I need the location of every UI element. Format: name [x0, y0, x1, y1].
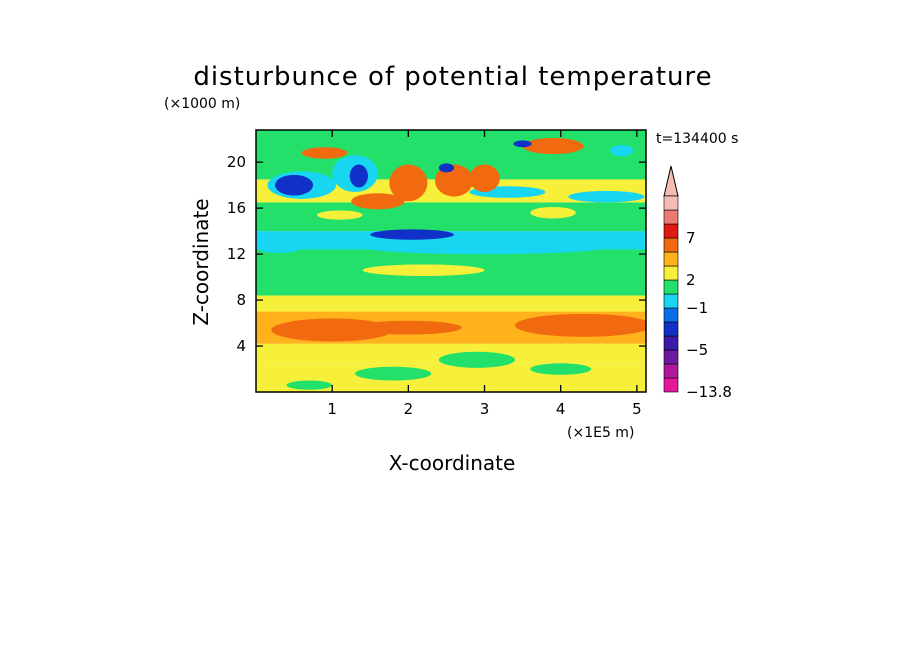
x-tick-label-0: 1 [327, 400, 337, 418]
contour-band-3 [256, 295, 646, 312]
contour-feature-0 [362, 240, 607, 255]
colorbar-swatch-1 [663, 363, 679, 379]
colorbar-swatch-9 [663, 251, 679, 267]
x-tick-label-2: 3 [480, 400, 490, 418]
contour-feature-3 [355, 320, 462, 335]
y-tick-label-4: 20 [227, 153, 246, 171]
plot-frame [255, 129, 647, 393]
y-tick-label-0: 4 [236, 337, 246, 355]
colorbar-swatch-7 [663, 279, 679, 295]
colorbar-swatch-5 [663, 307, 679, 323]
contour-field [256, 130, 646, 392]
contour-feature-12 [351, 193, 405, 210]
y-tick-label-3: 16 [227, 199, 246, 217]
contour-feature-21 [355, 366, 432, 381]
contour-feature-16 [522, 138, 584, 155]
y-tick-label-1: 8 [236, 291, 246, 309]
y-axis-label: Z-coordinate [189, 198, 213, 325]
colorbar: −13.8 −5 −1 2 7 [663, 165, 732, 401]
x-tick-label-3: 4 [556, 400, 566, 418]
x-axis: 1 2 3 4 5 [327, 130, 642, 418]
x-axis-label: X-coordinate [389, 451, 516, 475]
chart-title: disturbunce of potential temperature [193, 62, 712, 92]
contour-feature-25 [362, 264, 485, 276]
contour-feature-14 [435, 164, 474, 197]
colorbar-swatch-2 [663, 349, 679, 365]
colorbar-label-0: −13.8 [686, 383, 732, 401]
contour-band-1 [256, 343, 646, 364]
colorbar-label-3: −5 [686, 341, 708, 359]
contour-feature-23 [530, 363, 592, 375]
y-tick-label-2: 12 [227, 245, 246, 263]
colorbar-swatch-8 [663, 265, 679, 281]
colorbar-extend-arrow [663, 165, 679, 197]
contour-feature-27 [316, 210, 363, 220]
contour-feature-15 [469, 164, 500, 193]
colorbar-swatch-4 [663, 321, 679, 337]
x-tick-label-4: 5 [632, 400, 642, 418]
contour-feature-10 [349, 164, 368, 188]
y-axis: 4 8 12 16 20 [227, 153, 646, 355]
colorbar-swatch-6 [663, 293, 679, 309]
colorbar-label-11: 7 [686, 229, 696, 247]
contour-feature-18 [438, 163, 455, 173]
contour-feature-17 [370, 229, 455, 240]
contour-feature-13 [389, 164, 428, 202]
time-label: t=134400 s [656, 131, 738, 147]
contour-feature-20 [610, 144, 634, 157]
contour-feature-19 [513, 140, 532, 148]
contour-feature-22 [438, 351, 515, 368]
contour-feature-26 [530, 206, 576, 219]
colorbar-swatch-13 [663, 195, 679, 211]
colorbar-label-6: −1 [686, 299, 708, 317]
contour-feature-6 [256, 241, 302, 253]
colorbar-swatch-12 [663, 209, 679, 225]
colorbar-swatch-10 [663, 237, 679, 253]
contour-feature-11 [301, 147, 348, 159]
contour-band-6 [256, 202, 646, 232]
contour-feature-5 [568, 190, 645, 203]
contour-feature-8 [275, 174, 314, 196]
colorbar-swatch-3 [663, 335, 679, 351]
contour-feature-24 [286, 380, 333, 390]
y-unit-label: (×1000 m) [164, 96, 240, 112]
colorbar-label-8: 2 [686, 271, 696, 289]
x-tick-label-1: 2 [404, 400, 414, 418]
x-unit-label: (×1E5 m) [567, 425, 634, 441]
contour-feature-2 [515, 313, 646, 337]
colorbar-swatch-11 [663, 223, 679, 239]
colorbar-swatch-0 [663, 377, 679, 393]
